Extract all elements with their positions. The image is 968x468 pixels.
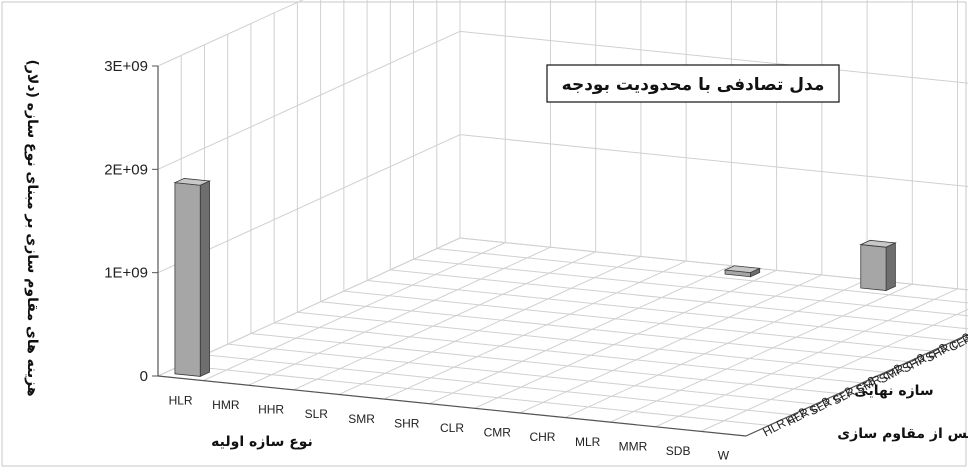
floor-gridline [429,265,732,405]
bars-layer [173,178,897,378]
y-tick-label: 0 [140,368,148,385]
x-tick-label: SMR [348,412,375,426]
floor-gridline [367,279,956,341]
left-wall-value-gridline [157,0,304,67]
floor-gridline [338,256,642,395]
x-tick-label: SLR [305,407,329,421]
bar-front-face [860,244,887,292]
floor-gridline [204,354,793,416]
floor-gridline [181,364,770,426]
z-axis-title-line1: سازه نهایی [854,383,933,399]
x-tick-label: MLR [575,435,601,449]
bar-hlr [173,178,212,378]
back-wall-value-gridline [459,30,968,84]
x-tick-label: HLR [169,393,193,407]
x-tick-label: CHR [529,430,555,444]
floor-gridline [320,301,909,363]
bar-top-face [723,265,762,273]
x-tick-label: W [718,449,730,463]
depth-axis-line [745,333,968,437]
floor-gridline [413,258,968,317]
floor-gridline [655,288,958,428]
x-tick-label: CLR [440,421,464,435]
floor-gridline [436,248,968,304]
floor-gridline [343,290,932,352]
labels-layer: مدل تصادفی با محدودیت بودجه هزینه های مق… [24,58,968,463]
x-tick-label: SDB [666,444,691,458]
left-wall-value-gridline [157,30,461,170]
z-axis-title-line2: پس از مقاوم سازی [837,426,968,442]
floor-gridline [227,343,816,405]
y-tick-label: 3E+09 [104,58,148,75]
x-axis-line [157,375,747,437]
floor-gridline [293,251,596,391]
y-tick-label: 1E+09 [104,265,148,282]
floor-gridline [297,311,886,373]
bar-top-face [173,178,212,186]
floor-gridline [383,260,687,400]
back-wall-value-gridline [459,134,968,188]
floor-gridline [250,333,839,395]
bar-side-face [199,180,210,378]
floor-gridline [519,274,823,414]
chart-title-frame [546,64,840,103]
y-tick-label: 2E+09 [104,161,148,178]
floor-gridline [203,242,506,382]
floor-gridline [248,246,551,386]
floor-gridline [610,283,913,423]
chart-title-box: مدل تصادفی با محدودیت بودجه [546,64,840,103]
bar-mlr [859,239,897,292]
x-tick-label: HMR [212,398,240,412]
floor-gridline [700,308,968,432]
bar-clr [723,265,762,278]
floor-gridline [274,322,863,384]
x-tick-label: MMR [619,439,648,453]
floor-gridline [390,269,968,330]
floor-gridline [564,279,868,418]
bar-front-face [174,182,201,377]
grid-layer [152,0,968,437]
y-axis-title: هزینه های مقاوم سازی بر مبنای نوع سازه (… [24,59,40,396]
chart-title: مدل تصادفی با محدودیت بودجه [562,75,825,95]
x-tick-label: HHR [258,403,284,417]
bar-side-face [885,242,896,292]
x-tick-label: SHR [394,416,420,430]
bar-top-face [859,239,897,248]
floor-gridline [474,269,777,409]
x-tick-label: CMR [484,426,512,440]
x-axis-title: نوع سازه اولیه [211,434,313,450]
